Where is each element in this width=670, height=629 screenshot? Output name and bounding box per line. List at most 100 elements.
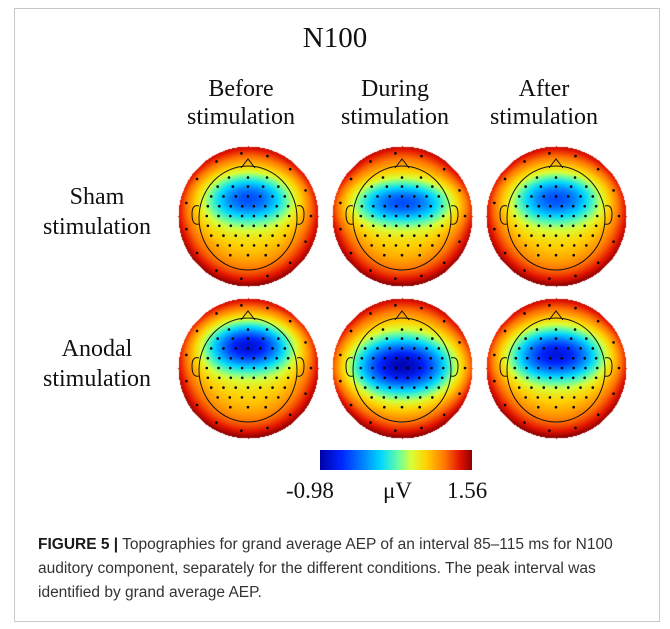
- electrode-dot: [572, 244, 576, 247]
- electrode-dot: [381, 176, 385, 179]
- electrode-dot: [548, 152, 551, 155]
- electrode-dot: [383, 376, 387, 380]
- electrode-dot: [363, 195, 367, 198]
- electrode-dot: [195, 251, 199, 255]
- electrode-dot: [583, 224, 586, 228]
- electrode-dot: [530, 386, 533, 389]
- topomap-anodal-before: [173, 291, 323, 441]
- electrode-dot: [286, 224, 290, 228]
- figure-caption: FIGURE 5 | Topographies for grand averag…: [38, 533, 648, 605]
- electrode-dot: [205, 214, 209, 218]
- electrode-dot: [218, 376, 221, 380]
- electrode-dot: [525, 366, 528, 370]
- electrode-dot: [209, 386, 213, 389]
- electrode-dot: [264, 253, 267, 257]
- electrode-dot: [523, 269, 526, 272]
- electrode-dot: [596, 319, 600, 323]
- right-ear-outline: [296, 357, 305, 377]
- electrode-dot: [584, 214, 587, 218]
- head-outline: [493, 304, 621, 432]
- electrode-dot: [388, 234, 392, 237]
- electrode-dot: [418, 405, 421, 409]
- electrode-dot: [271, 386, 274, 389]
- electrode-dot: [560, 214, 564, 218]
- electrode-dot: [383, 253, 386, 257]
- electrode-dot: [252, 244, 256, 247]
- electrode-dot: [530, 234, 533, 237]
- electrode-dot: [246, 405, 250, 409]
- electrode-dot: [548, 356, 552, 360]
- electrode-dot: [458, 240, 461, 243]
- electrode-dot: [370, 244, 373, 247]
- electrode-dot: [258, 195, 262, 198]
- electrode-dot: [376, 195, 379, 198]
- electrode-dot: [216, 244, 219, 247]
- electrode-dot: [370, 396, 373, 399]
- head-outline: [185, 152, 313, 280]
- electrode-dot: [524, 396, 527, 399]
- electrode-dot: [252, 366, 256, 370]
- electrode-dot: [252, 396, 256, 399]
- electrode-dot: [542, 234, 546, 237]
- electrode-dot: [261, 337, 265, 340]
- electrode-dot: [209, 234, 213, 237]
- electrode-dot: [287, 214, 291, 218]
- left-ear-outline: [345, 357, 354, 377]
- electrode-dot: [526, 356, 529, 360]
- electrode-dot: [585, 244, 588, 247]
- electrode-dot: [418, 366, 421, 370]
- electrode-dot: [617, 366, 621, 370]
- electrode-dot: [283, 195, 287, 198]
- electrode-dot: [246, 347, 250, 350]
- electrode-dot: [537, 405, 540, 409]
- electrode-dot: [417, 204, 421, 208]
- electrode-dot: [415, 185, 419, 188]
- electrode-dot: [372, 356, 375, 360]
- electrode-dot: [288, 167, 292, 171]
- topomap-colorfield: [481, 291, 631, 441]
- electrode-dot: [371, 366, 374, 370]
- electrode-dot: [376, 386, 379, 389]
- topomap-sham-during: [327, 139, 477, 289]
- electrode-dot: [514, 356, 518, 360]
- nose-outline: [548, 310, 564, 321]
- row-header-sham-line2: stimulation: [43, 214, 151, 240]
- caption-label: FIGURE 5 |: [38, 536, 119, 553]
- electrode-dot: [554, 347, 558, 350]
- electrode-dot: [458, 392, 461, 395]
- electrode-dot: [266, 274, 269, 278]
- electrode-dot: [560, 356, 564, 360]
- electrode-dot: [394, 244, 398, 247]
- electrode-dot: [406, 366, 410, 370]
- nose-outline: [394, 310, 410, 321]
- electrode-dot: [548, 366, 552, 370]
- head-circle: [506, 165, 606, 271]
- electrode-dot: [548, 244, 552, 247]
- electrode-dot: [383, 224, 387, 228]
- electrode-dot: [288, 413, 292, 417]
- electrode-dot: [612, 240, 615, 243]
- electrode-dot: [394, 214, 398, 218]
- electrode-dot: [277, 244, 280, 247]
- electrode-dot: [222, 195, 225, 198]
- electrode-dot: [216, 337, 219, 340]
- electrode-dot: [574, 154, 577, 158]
- topomap-colorfield: [327, 139, 477, 289]
- electrode-dot: [431, 185, 434, 188]
- electrode-dot: [231, 337, 235, 340]
- row-header-anodal-line2: stimulation: [43, 366, 151, 392]
- electrode-dot: [228, 396, 232, 399]
- electrode-dot: [234, 195, 238, 198]
- electrode-dot: [595, 366, 599, 370]
- electrode-dot: [412, 386, 416, 389]
- electrode-dot: [286, 356, 290, 360]
- electrode-dot: [503, 251, 507, 255]
- electrode-dot: [591, 234, 595, 237]
- electrode-dot: [252, 214, 256, 218]
- electrode-dot: [304, 240, 307, 243]
- electrode-dot: [425, 347, 428, 350]
- head-outline: [339, 152, 467, 280]
- electrode-dot: [526, 224, 529, 228]
- electrode-dot: [441, 214, 445, 218]
- electrode-dot: [359, 366, 363, 370]
